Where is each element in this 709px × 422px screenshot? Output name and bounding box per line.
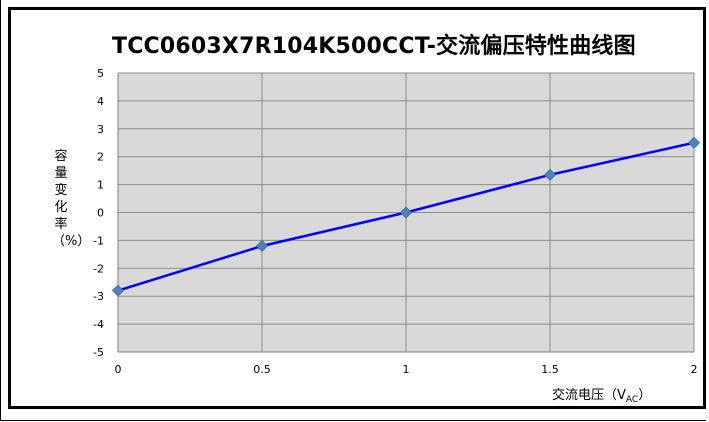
x-axis-label-close: ） [638, 388, 652, 403]
y-tick-label: -2 [93, 262, 104, 275]
data-point [111, 284, 125, 297]
y-tick-label: 4 [97, 95, 104, 108]
data-point [255, 239, 269, 253]
x-tick-label: 0.5 [253, 363, 271, 376]
y-tick-label: -1 [93, 234, 104, 247]
y-tick-label: 1 [97, 179, 104, 192]
x-axis-label: 交流电压（VAC） [552, 384, 651, 405]
chart-title: TCC0603X7R104K500CCT-交流偏压特性曲线图 [112, 34, 636, 59]
x-axis-label-subscript: AC [625, 395, 639, 405]
x-tick-label: 1 [403, 363, 410, 376]
data-point [687, 136, 701, 149]
y-tick-label: 0 [97, 207, 104, 220]
y-tick-label: 5 [97, 67, 104, 80]
data-point [543, 168, 557, 181]
y-tick-label: -4 [93, 318, 104, 331]
y-tick-label: 2 [97, 151, 104, 164]
data-point [399, 206, 413, 219]
y-tick-label: -5 [93, 346, 104, 359]
y-tick-label: -3 [93, 290, 104, 303]
y-tick-label: 3 [97, 123, 104, 136]
x-tick-label: 2 [691, 363, 698, 376]
x-axis-label-text: 交流电压（V [552, 388, 626, 403]
x-tick-label: 1.5 [541, 363, 559, 376]
x-tick-label: 0 [115, 363, 122, 376]
